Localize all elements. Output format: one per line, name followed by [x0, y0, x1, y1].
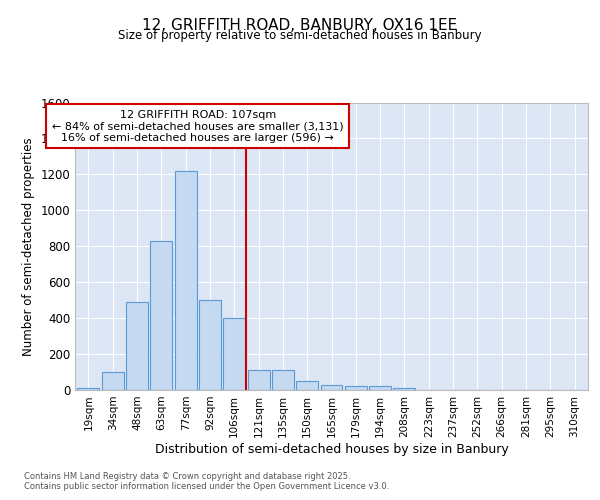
- Bar: [248, 370, 269, 390]
- Text: Size of property relative to semi-detached houses in Banbury: Size of property relative to semi-detach…: [118, 29, 482, 42]
- Bar: [272, 370, 294, 390]
- Bar: [175, 171, 197, 390]
- Bar: [345, 386, 367, 390]
- Bar: [394, 388, 415, 390]
- Bar: [320, 385, 343, 390]
- Bar: [223, 318, 245, 390]
- Bar: [102, 372, 124, 390]
- Bar: [199, 300, 221, 390]
- Text: Contains public sector information licensed under the Open Government Licence v3: Contains public sector information licen…: [24, 482, 389, 491]
- Y-axis label: Number of semi-detached properties: Number of semi-detached properties: [22, 137, 35, 356]
- Bar: [126, 302, 148, 390]
- Text: 12 GRIFFITH ROAD: 107sqm
← 84% of semi-detached houses are smaller (3,131)
16% o: 12 GRIFFITH ROAD: 107sqm ← 84% of semi-d…: [52, 110, 344, 143]
- Bar: [151, 241, 172, 390]
- X-axis label: Distribution of semi-detached houses by size in Banbury: Distribution of semi-detached houses by …: [155, 442, 508, 456]
- Bar: [369, 386, 391, 390]
- Bar: [77, 388, 100, 390]
- Text: 12, GRIFFITH ROAD, BANBURY, OX16 1EE: 12, GRIFFITH ROAD, BANBURY, OX16 1EE: [142, 18, 458, 32]
- Text: Contains HM Land Registry data © Crown copyright and database right 2025.: Contains HM Land Registry data © Crown c…: [24, 472, 350, 481]
- Bar: [296, 381, 318, 390]
